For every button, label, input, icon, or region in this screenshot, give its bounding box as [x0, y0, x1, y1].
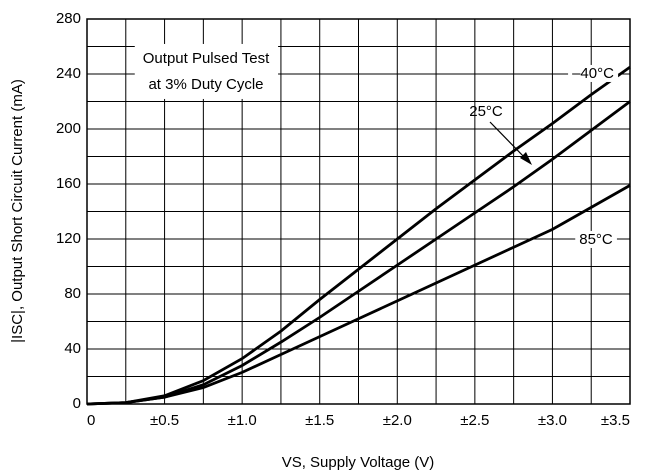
- series-label-text: –40°C: [572, 65, 614, 82]
- x-tick-label: ±1.5: [305, 412, 334, 429]
- arrow: [489, 121, 528, 161]
- x-tick-label: ±3.5: [601, 412, 630, 429]
- series-label: 25°C: [469, 103, 503, 120]
- x-tick-label: ±1.0: [228, 412, 257, 429]
- series-line: [86, 184, 631, 406]
- y-tick-label: 240: [56, 65, 81, 82]
- y-tick-label: 200: [56, 120, 81, 137]
- annotation-box: [134, 43, 279, 99]
- y-tick-label: 120: [56, 230, 81, 247]
- series-label: –40°C: [568, 64, 619, 82]
- x-tick-label: ±2.0: [383, 412, 412, 429]
- annotation: Output Pulsed Test at 3% Duty Cycle: [134, 43, 279, 99]
- arrow-head: [520, 152, 532, 165]
- x-tick-label: ±3.0: [538, 412, 567, 429]
- y-tick-label: 280: [56, 10, 81, 27]
- label-bg: [575, 230, 617, 248]
- series-label: 85°C: [575, 230, 617, 248]
- y-tick-label: 0: [73, 395, 81, 412]
- y-axis-label: |ISC|, Output Short Circuit Current (mA): [9, 79, 26, 343]
- series-line: [86, 65, 631, 406]
- series-label-text: 85°C: [579, 231, 613, 248]
- x-tick-label: ±2.5: [460, 412, 489, 429]
- annotation-text: at 3% Duty Cycle: [148, 76, 263, 93]
- x-tick-label: 0: [87, 412, 95, 429]
- x-tick-label: ±0.5: [150, 412, 179, 429]
- y-tick-label: 40: [64, 340, 81, 357]
- x-axis-label: VS, Supply Voltage (V): [282, 454, 435, 471]
- annotation-text: Output Pulsed Test: [143, 50, 270, 67]
- label-bg: [568, 64, 619, 82]
- y-tick-label: 160: [56, 175, 81, 192]
- plot-frame: [86, 18, 631, 405]
- y-tick-label: 80: [64, 285, 81, 302]
- series-label-text: 25°C: [469, 103, 503, 120]
